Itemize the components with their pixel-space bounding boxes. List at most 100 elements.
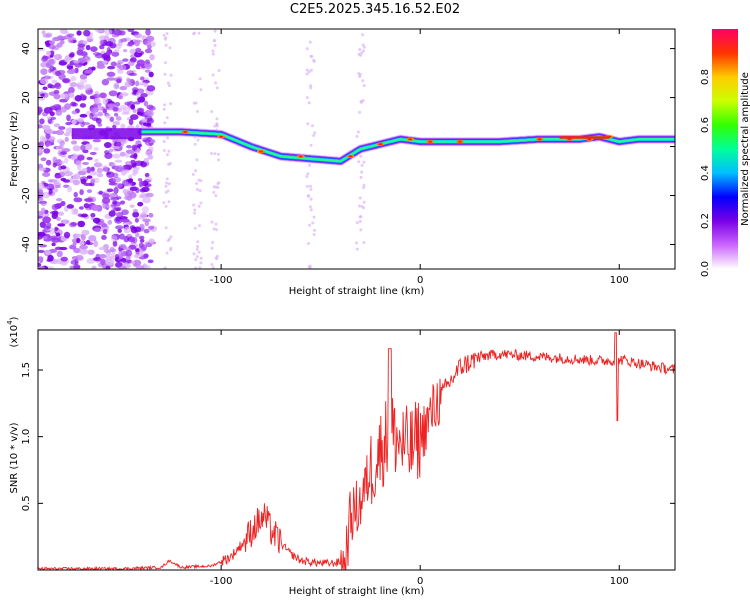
noise-blob — [163, 103, 167, 107]
noise-blob — [105, 265, 111, 269]
noise-blob — [192, 203, 196, 207]
noise-blob — [122, 188, 128, 194]
noise-blob — [143, 100, 149, 107]
scale-multiplier-label: (x104) — [6, 316, 20, 347]
noise-blob — [164, 226, 168, 230]
noise-blob — [72, 241, 77, 246]
noise-blob — [106, 188, 114, 193]
noise-blob — [361, 79, 365, 83]
noise-blob — [210, 246, 214, 250]
noise-blob — [90, 212, 96, 218]
noise-blob — [362, 186, 366, 190]
noise-blob — [68, 68, 77, 73]
noise-blob — [38, 249, 45, 253]
noise-blob — [66, 114, 71, 122]
noise-blob — [165, 153, 169, 157]
noise-blob — [40, 68, 48, 75]
noise-blob — [197, 204, 201, 208]
noise-blob — [69, 265, 79, 269]
noise-blob — [146, 118, 154, 124]
noise-blob — [79, 176, 89, 182]
noise-blob — [85, 44, 91, 51]
noise-blob — [80, 144, 86, 151]
noise-blob — [79, 189, 84, 196]
noise-blob — [113, 187, 119, 194]
noise-blob — [146, 85, 156, 92]
noise-blob — [213, 152, 217, 156]
noise-blob — [144, 59, 150, 65]
noise-blob — [195, 158, 199, 162]
noise-blob — [194, 258, 198, 262]
noise-blob — [141, 118, 148, 123]
noise-blob — [309, 208, 313, 212]
noise-blob — [79, 113, 88, 118]
colorbar-tick-label: 0.0 — [700, 261, 711, 277]
noise-blob — [70, 140, 78, 145]
chart-title: C2E5.2025.345.16.52.E02 — [289, 2, 461, 17]
ridge-hotspot — [258, 150, 263, 153]
noise-blob — [54, 226, 59, 232]
noise-blob — [357, 72, 361, 76]
noise-blob — [130, 114, 139, 121]
noise-blob — [66, 65, 74, 70]
noise-blob — [39, 118, 45, 125]
ridge-hotspot — [348, 155, 353, 158]
noise-blob — [60, 106, 67, 113]
noise-blob — [167, 200, 171, 204]
noise-blob — [162, 148, 166, 152]
spectrogram-ridge — [71, 127, 675, 166]
noise-blob — [77, 43, 86, 48]
noise-blob — [123, 195, 133, 201]
noise-blob — [112, 120, 121, 126]
noise-blob — [68, 221, 77, 228]
noise-blob — [46, 266, 55, 269]
noise-blob — [120, 123, 126, 130]
noise-blob — [82, 161, 89, 165]
noise-blob — [141, 206, 150, 214]
noise-blob — [115, 254, 120, 260]
noise-blob — [212, 190, 216, 194]
noise-blob — [77, 84, 85, 90]
noise-blob — [55, 129, 65, 136]
noise-blob — [101, 234, 107, 240]
noise-blob — [147, 259, 154, 264]
noise-blob — [94, 29, 104, 33]
noise-blob — [193, 211, 197, 215]
noise-blob — [191, 172, 195, 176]
noise-blob — [132, 108, 137, 113]
noise-blob — [42, 172, 51, 177]
noise-blob — [106, 71, 116, 77]
noise-blob — [136, 111, 142, 116]
noise-blob — [198, 77, 202, 81]
noise-blob — [47, 254, 54, 262]
noise-blob — [162, 201, 166, 205]
noise-blob — [195, 182, 199, 186]
y-tick-label: 1.0 — [21, 429, 32, 445]
noise-blob — [197, 250, 201, 254]
noise-blob — [121, 111, 130, 115]
noise-blob — [144, 172, 150, 178]
noise-blob — [112, 240, 118, 247]
noise-blob — [123, 235, 130, 243]
noise-blob — [166, 189, 170, 193]
noise-blob — [113, 49, 120, 53]
noise-blob — [359, 228, 363, 232]
noise-blob — [214, 81, 218, 85]
x-tick-label: -100 — [210, 576, 233, 587]
noise-blob — [67, 33, 75, 38]
noise-blob — [144, 48, 153, 54]
noise-blob — [39, 265, 45, 269]
noise-blob — [57, 223, 66, 227]
noise-blob — [77, 220, 86, 228]
noise-blob — [163, 72, 167, 76]
noise-blob — [197, 224, 201, 228]
noise-blob — [66, 204, 75, 209]
noise-blob — [139, 212, 148, 219]
noise-blob — [79, 244, 88, 250]
noise-blob — [165, 181, 169, 185]
noise-blob — [131, 144, 138, 151]
noise-blob — [75, 160, 82, 167]
noise-blob — [78, 206, 84, 210]
noise-blob — [56, 35, 65, 40]
noise-blob — [311, 221, 315, 225]
